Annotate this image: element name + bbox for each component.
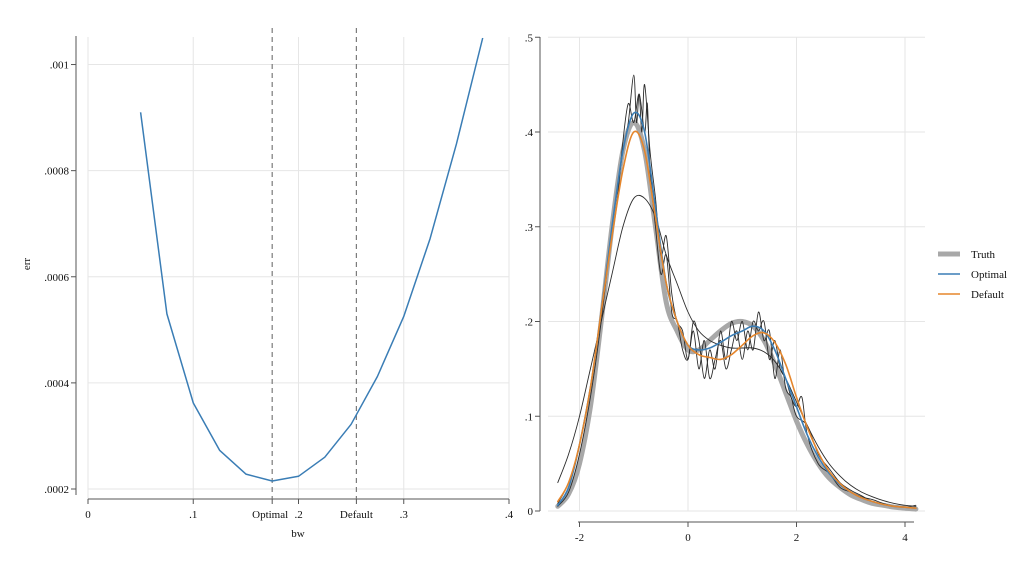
left-x-tick-label: .4: [505, 509, 514, 521]
right-y-tick-label: .5: [525, 32, 534, 44]
right-y-tick-label: .3: [525, 222, 534, 234]
left-x-tick-label: .3: [400, 509, 409, 521]
legend-label-optimal: Optimal: [971, 269, 1007, 281]
right-chart-panel: 0 .1 .2 .3 .4 .5 -2 0 2 4: [525, 32, 925, 544]
left-x-axis-title: bw: [291, 528, 305, 540]
default-curve-line: [557, 130, 917, 509]
left-x-tick-label: 0: [85, 509, 91, 521]
density-curves: [555, 74, 919, 512]
error-curve-line: [139, 37, 484, 482]
truth-curve-line: [555, 120, 919, 512]
right-x-tick-label: 0: [685, 532, 691, 544]
right-x-tick-label: 4: [902, 532, 908, 544]
left-y-tick-label: .0002: [44, 484, 69, 496]
left-chart-panel: .0002 .0004 .0006 .0008 .001 0 .1 Optimal .2 Defa…: [21, 28, 514, 540]
left-y-axis-title: err: [21, 258, 33, 271]
legend-label-default: Default: [971, 289, 1004, 301]
right-y-tick-label: .4: [525, 127, 534, 139]
left-y-tick-label: .0006: [44, 272, 69, 284]
right-x-tick-label: 2: [794, 532, 800, 544]
left-y-tick-label: .0004: [44, 378, 69, 390]
left-x-tick-label: Optimal: [252, 509, 288, 521]
left-x-tick-label: .1: [189, 509, 197, 521]
legend-label-truth: Truth: [971, 249, 996, 261]
left-x-tick-label: Default: [340, 509, 373, 521]
right-y-tick-label: 0: [528, 506, 534, 518]
right-x-tick-label: -2: [575, 532, 584, 544]
legend: Truth Optimal Default: [938, 249, 1007, 301]
right-y-tick-label: .2: [525, 317, 533, 329]
left-x-tick-label: .2: [295, 509, 303, 521]
replicate-curve-line: [557, 93, 917, 508]
right-y-tick-label: .1: [525, 411, 533, 423]
replicate-curve-line: [557, 74, 917, 509]
left-y-tick-label: .0008: [44, 166, 69, 178]
replicate-curve-line: [557, 194, 917, 507]
optimal-curve-line: [557, 111, 917, 509]
left-y-tick-label: .001: [50, 60, 69, 72]
